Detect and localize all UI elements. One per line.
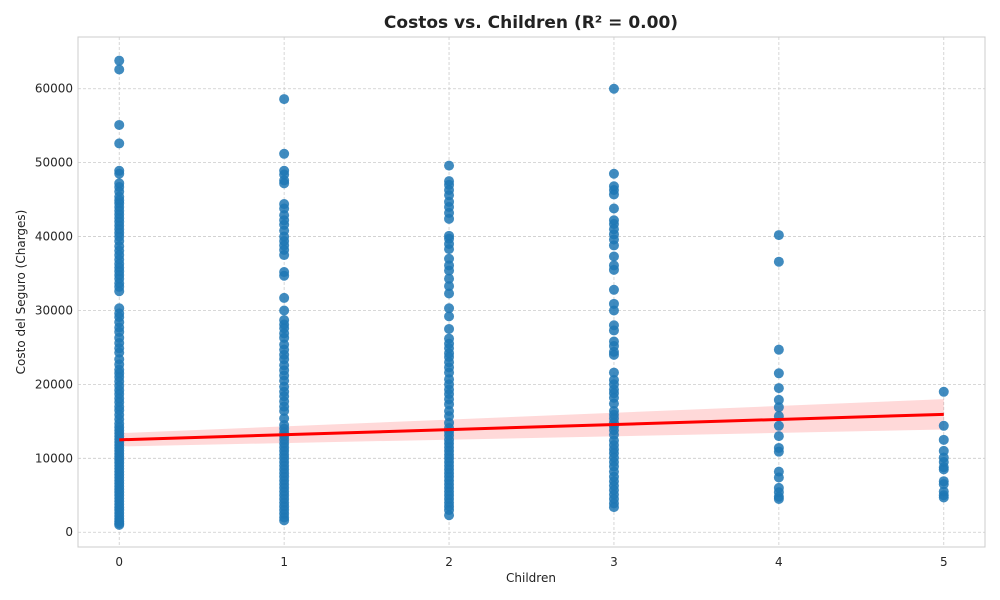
data-point — [773, 383, 784, 394]
data-point — [773, 230, 784, 241]
data-point — [608, 189, 619, 200]
x-tick-labels: 0 1 2 3 4 5 — [115, 555, 947, 569]
y-tick-label: 40000 — [35, 230, 73, 244]
data-point — [773, 446, 784, 457]
data-point — [444, 510, 455, 521]
x-tick-label: 4 — [775, 555, 783, 569]
data-point — [114, 168, 125, 179]
x-tick-label: 1 — [280, 555, 288, 569]
data-point — [773, 368, 784, 379]
data-point — [279, 305, 290, 316]
y-tick-label: 20000 — [35, 377, 73, 391]
data-point — [114, 519, 125, 530]
data-point — [608, 349, 619, 360]
x-tick-label: 5 — [940, 555, 948, 569]
data-point — [608, 83, 619, 94]
data-point — [444, 213, 455, 224]
data-point — [114, 138, 125, 149]
data-point — [773, 472, 784, 483]
data-point — [279, 250, 290, 261]
data-point — [279, 406, 290, 416]
data-point — [279, 178, 290, 189]
y-tick-label: 10000 — [35, 451, 73, 465]
points-layer — [114, 55, 949, 530]
confidence-band — [119, 399, 944, 447]
data-point — [773, 256, 784, 267]
data-point — [444, 281, 455, 292]
data-point — [114, 119, 125, 130]
data-point — [773, 493, 784, 504]
data-point — [608, 264, 619, 275]
data-point — [773, 402, 784, 413]
data-point — [608, 168, 619, 179]
y-tick-label: 30000 — [35, 303, 73, 317]
data-point — [773, 394, 784, 405]
data-point — [773, 431, 784, 442]
data-point — [608, 325, 619, 336]
data-point — [444, 323, 455, 334]
data-point — [608, 398, 619, 409]
data-point — [938, 386, 949, 397]
x-tick-label: 2 — [445, 555, 453, 569]
data-point — [444, 160, 455, 171]
data-point — [773, 344, 784, 355]
data-point — [773, 420, 784, 431]
data-point — [444, 288, 455, 299]
confidence-band-layer — [119, 399, 944, 447]
data-point — [938, 420, 949, 431]
data-point — [279, 94, 290, 105]
data-point — [608, 284, 619, 295]
grid — [78, 37, 985, 547]
x-tick-label: 0 — [115, 555, 123, 569]
y-tick-label: 50000 — [35, 156, 73, 170]
x-axis-label: Children — [506, 571, 556, 585]
data-point — [608, 240, 619, 251]
data-point — [938, 464, 949, 475]
plot-frame — [77, 36, 986, 548]
regression-line-layer — [119, 412, 944, 442]
data-point — [444, 244, 455, 255]
regression-line — [119, 412, 944, 442]
y-tick-label: 60000 — [35, 82, 73, 96]
chart-title: Costos vs. Children (R² = 0.00) — [384, 13, 678, 33]
data-point — [608, 305, 619, 316]
data-point — [608, 367, 619, 378]
data-point — [114, 64, 125, 75]
data-point — [608, 251, 619, 262]
data-point — [444, 265, 455, 276]
data-point — [279, 148, 290, 159]
data-point — [114, 286, 125, 297]
y-tick-labels: 0 10000 20000 30000 40000 50000 60000 — [35, 82, 73, 539]
data-point — [938, 479, 949, 490]
y-axis-label: Costo del Seguro (Charges) — [14, 210, 28, 375]
data-point — [608, 203, 619, 214]
x-tick-label: 3 — [610, 555, 618, 569]
data-point — [279, 515, 290, 526]
data-point — [444, 303, 455, 314]
data-point — [444, 273, 455, 284]
data-point — [938, 434, 949, 445]
data-point — [444, 311, 455, 322]
data-point — [279, 270, 290, 281]
data-point — [608, 502, 619, 513]
data-point — [114, 55, 125, 66]
data-point — [279, 292, 290, 303]
y-tick-label: 0 — [65, 525, 73, 539]
data-point — [938, 492, 949, 503]
